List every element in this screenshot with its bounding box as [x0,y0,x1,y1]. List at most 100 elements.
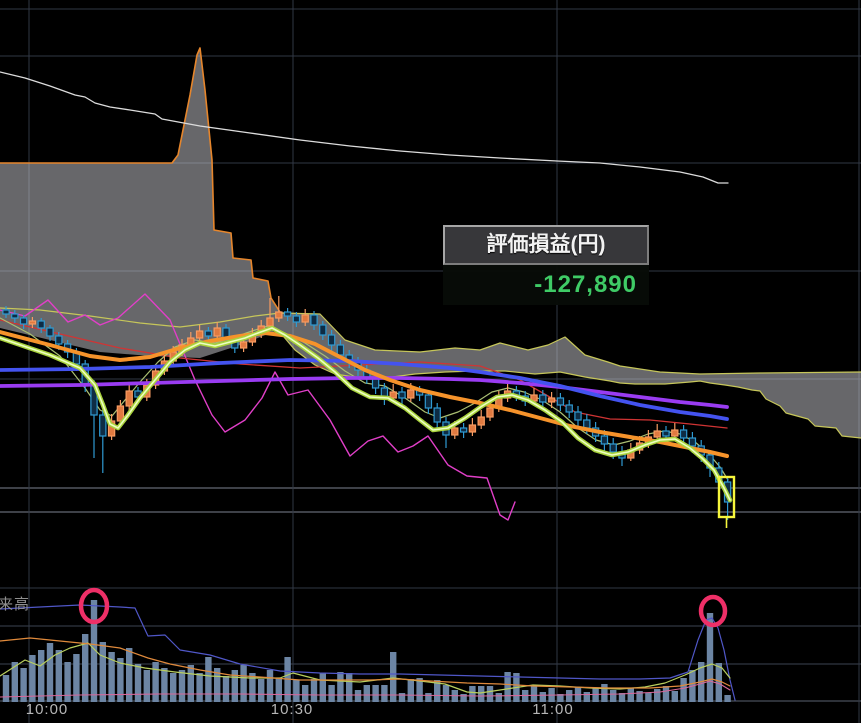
volume-bar [108,652,115,702]
volume-bar [610,690,617,702]
candle-body [116,405,125,422]
candle-body [213,327,221,337]
red-ma-line [0,319,728,429]
candle-body [477,416,485,426]
volume-bar [346,673,353,702]
candle-body [195,330,204,339]
volume-bar [2,675,10,702]
volume-bar [178,670,186,702]
volume-bar [662,686,670,702]
volume-bar [398,693,406,702]
candle-body [125,390,133,407]
candle-body [239,341,248,349]
candle-body [99,414,107,437]
volume-bar [275,678,282,702]
candle-body [600,435,609,445]
volume-pink-line [0,680,731,698]
purple-ma-line [0,376,729,409]
time-label-1030: 10:30 [270,701,314,718]
volume-bar [671,691,678,702]
volume-bar [90,600,98,702]
volume-bar [319,673,326,702]
volume-bar [205,657,212,702]
candle-body [55,335,63,345]
volume-bar [134,664,142,702]
volume-bar [46,643,54,702]
mountain-border-line [0,47,281,313]
candle-body [28,320,37,325]
volume-bar [566,690,573,702]
volume-bar [126,648,133,702]
volume-spike-annotation-circle [698,594,728,628]
volume-spike-annotation-circle [78,587,110,625]
candle-body [19,317,28,325]
volume-bar [715,663,722,702]
volume-bar [187,665,194,702]
volume-bar [328,685,335,702]
volume-bar [583,692,590,702]
volume-bar [240,665,247,702]
volume-orange-line [0,637,731,689]
candle-body [565,404,573,413]
volume-bar [539,692,546,702]
volume-bar [143,670,150,702]
candle-body [451,427,459,436]
time-label-1000: 10:00 [25,701,69,718]
volume-bar [337,672,344,702]
candle-body [11,313,19,319]
candle-body [671,429,679,437]
volume-bar [706,613,714,702]
volume-bar [592,688,599,702]
time-label-1100: 11:00 [532,701,574,718]
volume-bar [82,634,89,702]
volume-bar [11,662,18,702]
candle-body [662,430,670,437]
candle-body [46,327,54,337]
candle-body [283,311,292,317]
volume-bar [469,686,476,702]
candle-body [2,309,10,315]
volume-bar [627,688,634,702]
candle-body [583,419,591,429]
volume-bar [460,694,467,702]
volume-bar [170,673,177,702]
volume-bar [486,686,494,702]
volume-bar [99,642,106,702]
lime-ma-line-core [0,327,731,501]
volume-bar [20,668,27,702]
volume-bar [196,673,203,702]
volume-bar [654,689,661,702]
candle-body [433,407,441,423]
volume-bar [645,693,652,702]
volume-bar [302,685,309,702]
volume-bar [293,680,300,702]
candle-body [539,394,547,403]
orange-ma-line [0,330,729,458]
volume-bar [407,679,414,702]
volume-bar [258,679,265,702]
volume-bar [618,693,626,702]
volume-bar [495,693,502,702]
volume-bar [390,652,397,702]
pl-tooltip: 評価損益(円) -127,890 [443,225,649,305]
volume-bar [416,678,423,702]
candle-body [319,324,327,336]
volume-bar [680,678,687,702]
volume-bar [442,685,450,702]
volume-bar [636,691,643,702]
volume-blue-line [0,604,736,701]
candle-body [688,437,697,447]
volume-bar [557,694,564,702]
volume-bar [425,693,432,702]
volume-bar [231,670,238,702]
volume-bar [29,655,36,702]
candle-body [468,424,477,433]
candle-body [609,443,617,453]
volume-bar [372,685,379,702]
volume-bar [354,690,362,702]
candle-body [266,317,274,327]
candle-body [486,407,494,418]
candle-body [398,391,406,399]
candle-body [653,430,661,438]
